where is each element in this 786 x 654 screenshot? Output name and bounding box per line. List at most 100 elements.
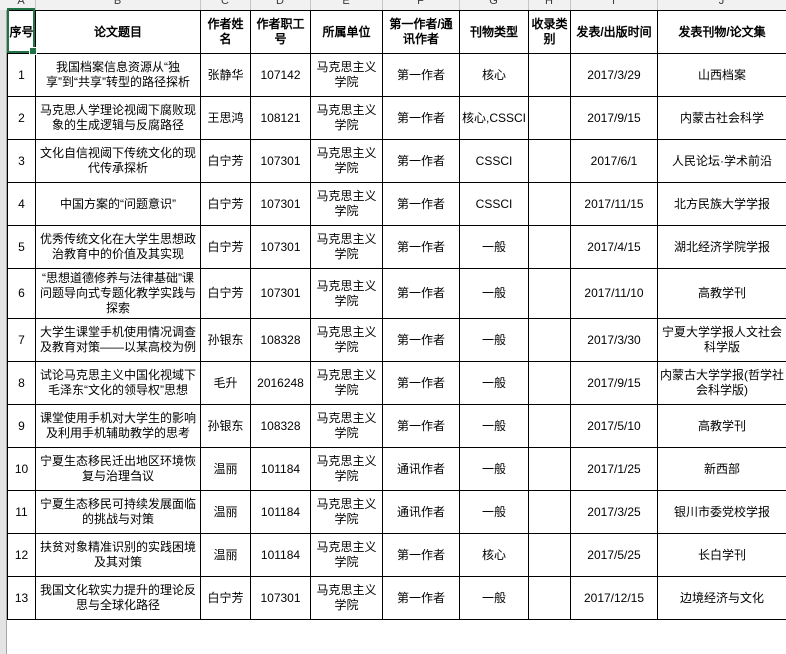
header-index-category[interactable]: 收录类别 (528, 10, 571, 54)
cell-author-name[interactable]: 白宁芳 (200, 182, 251, 226)
cell-author-id[interactable]: 101184 (250, 447, 311, 491)
cell-index-category[interactable] (528, 404, 571, 448)
cell-seq[interactable]: 2 (7, 96, 36, 140)
cell-seq[interactable]: 5 (7, 225, 36, 269)
cell-author-role[interactable]: 通讯作者 (382, 490, 460, 534)
header-author-id[interactable]: 作者职工号 (250, 10, 311, 54)
cell-author-id[interactable]: 2016248 (250, 361, 311, 405)
cell-journal-name[interactable]: 山西档案 (657, 53, 786, 97)
cell-author-role[interactable]: 第一作者 (382, 404, 460, 448)
cell-seq[interactable]: 3 (7, 139, 36, 183)
cell-publish-date[interactable]: 2017/6/1 (570, 139, 658, 183)
cell-author-role[interactable]: 第一作者 (382, 139, 460, 183)
cell-journal-type[interactable]: 一般 (459, 318, 529, 362)
cell-author-name[interactable]: 白宁芳 (200, 576, 251, 620)
cell-seq[interactable]: 11 (7, 490, 36, 534)
cell-seq[interactable]: 8 (7, 361, 36, 405)
cell-publish-date[interactable]: 2017/11/15 (570, 182, 658, 226)
cell-publish-date[interactable]: 2017/12/15 (570, 576, 658, 620)
cell-title[interactable]: “思想道德修养与法律基础”课问题导向式专题化教学实践与探索 (35, 268, 201, 319)
cell-author-id[interactable]: 101184 (250, 490, 311, 534)
cell-title[interactable]: 文化自信视阈下传统文化的现代传承探析 (35, 139, 201, 183)
column-letter[interactable]: A (17, 0, 25, 7)
cell-index-category[interactable] (528, 225, 571, 269)
cell-author-name[interactable]: 孙银东 (200, 404, 251, 448)
cell-index-category[interactable] (528, 490, 571, 534)
cell-author-role[interactable]: 通讯作者 (382, 447, 460, 491)
header-author-name[interactable]: 作者姓名 (200, 10, 251, 54)
column-letter[interactable]: D (276, 0, 284, 7)
cell-seq[interactable]: 6 (7, 268, 36, 319)
cell-author-role[interactable]: 第一作者 (382, 225, 460, 269)
cell-title[interactable]: 我国档案信息资源从“独享”到“共享”转型的路径探析 (35, 53, 201, 97)
cell-journal-name[interactable]: 新西部 (657, 447, 786, 491)
cell-author-name[interactable]: 温丽 (200, 533, 251, 577)
cell-journal-type[interactable]: CSSCI (459, 182, 529, 226)
cell-journal-type[interactable]: 一般 (459, 490, 529, 534)
column-letter[interactable]: C (221, 0, 229, 7)
cell-unit[interactable]: 马克思主义学院 (310, 361, 383, 405)
cell-unit[interactable]: 马克思主义学院 (310, 576, 383, 620)
cell-author-id[interactable]: 107301 (250, 182, 311, 226)
header-journal-type[interactable]: 刊物类型 (459, 10, 529, 54)
cell-author-role[interactable]: 第一作者 (382, 268, 460, 319)
cell-unit[interactable]: 马克思主义学院 (310, 533, 383, 577)
cell-title[interactable]: 课堂使用手机对大学生的影响及利用手机辅助教学的思考 (35, 404, 201, 448)
cell-author-name[interactable]: 白宁芳 (200, 139, 251, 183)
cell-author-id[interactable]: 101184 (250, 533, 311, 577)
cell-author-name[interactable]: 毛升 (200, 361, 251, 405)
cell-title[interactable]: 试论马克思主义中国化视域下毛泽东“文化的领导权”思想 (35, 361, 201, 405)
cell-title[interactable]: 宁夏生态移民可持续发展面临的挑战与对策 (35, 490, 201, 534)
header-unit[interactable]: 所属单位 (310, 10, 383, 54)
cell-index-category[interactable] (528, 318, 571, 362)
header-author-role[interactable]: 第一作者/通讯作者 (382, 10, 460, 54)
cell-unit[interactable]: 马克思主义学院 (310, 268, 383, 319)
cell-index-category[interactable] (528, 182, 571, 226)
cell-author-id[interactable]: 107301 (250, 268, 311, 319)
column-letter[interactable]: B (113, 0, 122, 7)
cell-journal-type[interactable]: 核心,CSSCI (459, 96, 529, 140)
cell-seq[interactable]: 7 (7, 318, 36, 362)
cell-author-role[interactable]: 第一作者 (382, 182, 460, 226)
cell-journal-name[interactable]: 内蒙古大学学报(哲学社会科学版) (657, 361, 786, 405)
cell-journal-type[interactable]: 一般 (459, 225, 529, 269)
cell-journal-name[interactable]: 内蒙古社会科学 (657, 96, 786, 140)
cell-title[interactable]: 扶贫对象精准识别的实践困境及其对策 (35, 533, 201, 577)
cell-index-category[interactable] (528, 447, 571, 491)
cell-journal-type[interactable]: 一般 (459, 576, 529, 620)
cell-journal-type[interactable]: 核心 (459, 533, 529, 577)
cell-title[interactable]: 优秀传统文化在大学生思想政治教育中的价值及其实现 (35, 225, 201, 269)
cell-journal-type[interactable]: 一般 (459, 361, 529, 405)
cell-journal-name[interactable]: 北方民族大学学报 (657, 182, 786, 226)
cell-author-name[interactable]: 王思鸿 (200, 96, 251, 140)
header-title[interactable]: 论文题目 (35, 10, 201, 54)
cell-publish-date[interactable]: 2017/11/10 (570, 268, 658, 319)
column-letter[interactable]: J (718, 0, 725, 7)
cell-author-name[interactable]: 温丽 (200, 447, 251, 491)
cell-author-name[interactable]: 白宁芳 (200, 225, 251, 269)
cell-author-id[interactable]: 108121 (250, 96, 311, 140)
cell-index-category[interactable] (528, 533, 571, 577)
cell-author-role[interactable]: 第一作者 (382, 318, 460, 362)
cell-seq[interactable]: 10 (7, 447, 36, 491)
cell-title[interactable]: 我国文化软实力提升的理论反思与全球化路径 (35, 576, 201, 620)
cell-index-category[interactable] (528, 268, 571, 319)
cell-journal-name[interactable]: 高教学刊 (657, 268, 786, 319)
cell-unit[interactable]: 马克思主义学院 (310, 53, 383, 97)
cell-author-id[interactable]: 107142 (250, 53, 311, 97)
row-header-strip[interactable] (0, 10, 7, 654)
column-letter[interactable]: H (545, 0, 553, 7)
header-publish-date[interactable]: 发表/出版时间 (570, 10, 658, 54)
cell-author-role[interactable]: 第一作者 (382, 96, 460, 140)
cell-title[interactable]: 大学生课堂手机使用情况调查及教育对策——以某高校为例 (35, 318, 201, 362)
header-seq[interactable]: 序号 (7, 10, 36, 54)
cell-unit[interactable]: 马克思主义学院 (310, 318, 383, 362)
cell-publish-date[interactable]: 2017/5/10 (570, 404, 658, 448)
cell-unit[interactable]: 马克思主义学院 (310, 96, 383, 140)
cell-author-id[interactable]: 107301 (250, 225, 311, 269)
cell-publish-date[interactable]: 2017/9/15 (570, 361, 658, 405)
cell-journal-type[interactable]: 一般 (459, 404, 529, 448)
cell-author-name[interactable]: 温丽 (200, 490, 251, 534)
cell-journal-type[interactable]: CSSCI (459, 139, 529, 183)
cell-journal-name[interactable]: 高教学刊 (657, 404, 786, 448)
